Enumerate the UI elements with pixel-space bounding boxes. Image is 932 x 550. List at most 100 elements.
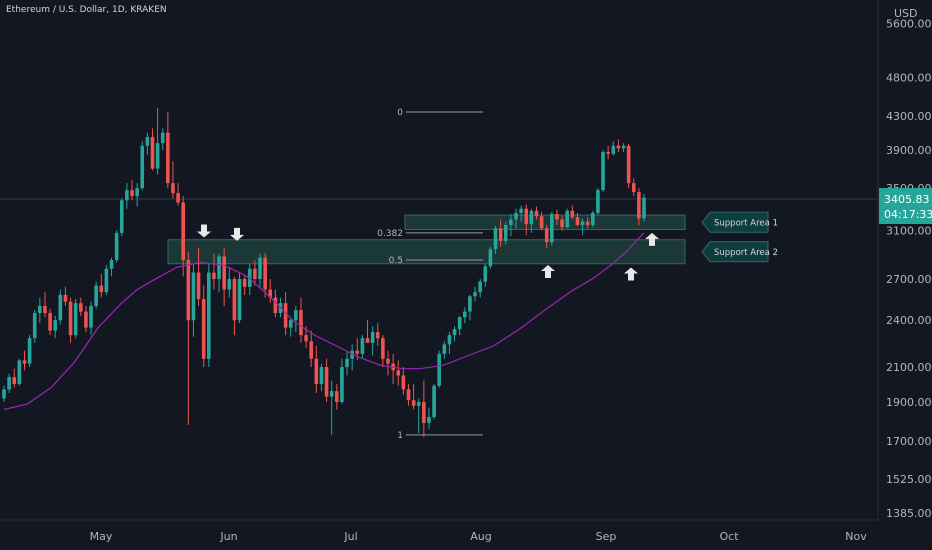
- candle-body: [63, 294, 68, 302]
- candle-body: [360, 338, 365, 354]
- candle-body: [201, 298, 206, 359]
- fibonacci-retracement: 0 0.382 0.5 1: [377, 108, 483, 441]
- moving-average: [3, 232, 645, 411]
- candle-body: [176, 193, 180, 203]
- arrow-down-icon: [197, 224, 211, 238]
- candle-body: [268, 289, 273, 298]
- candle-body: [447, 335, 452, 345]
- annotation-arrows: [197, 224, 659, 281]
- candle-body: [119, 200, 124, 233]
- support-zone-label: Support Area 2: [714, 248, 778, 258]
- candle-body: [463, 311, 467, 318]
- candle-body: [125, 190, 129, 201]
- candle-body: [263, 257, 267, 290]
- price-axis-ticks: 5600.004800.004300.003900.003500.003100.…: [886, 17, 932, 519]
- candle-body: [79, 303, 83, 312]
- candle-body: [503, 224, 508, 241]
- price-tick-label: 5600.00: [886, 17, 932, 30]
- candle-body: [237, 278, 242, 321]
- candle-body: [478, 281, 482, 293]
- price-tick-label: 4800.00: [886, 71, 932, 84]
- candle-body: [544, 228, 549, 243]
- candle-body: [258, 257, 262, 279]
- candle-body: [642, 197, 646, 219]
- candle-body: [253, 268, 257, 279]
- candle-body: [104, 268, 109, 293]
- candle-body: [437, 353, 441, 386]
- candle-body: [422, 402, 426, 423]
- currency-label: USD: [894, 7, 918, 20]
- price-tick-label: 1900.00: [886, 396, 932, 409]
- candle-body: [442, 344, 447, 354]
- price-tick-label: 1525.00: [886, 473, 932, 486]
- candle-body: [616, 145, 621, 149]
- candle-body: [155, 143, 160, 169]
- candle-body: [580, 221, 585, 225]
- candle-body: [570, 210, 575, 218]
- fib-level-label: 0.5: [389, 256, 403, 266]
- candle-body: [299, 310, 303, 336]
- last-price-background: [879, 188, 932, 224]
- candle-body: [53, 320, 57, 331]
- candle-body: [411, 400, 416, 406]
- candle-body: [601, 151, 605, 191]
- candle-body: [89, 305, 93, 328]
- candle-body: [591, 212, 595, 225]
- candle-body: [38, 305, 42, 314]
- candle-body: [335, 391, 339, 403]
- countdown-value: 04:17:33: [884, 208, 932, 221]
- candle-body: [283, 303, 288, 328]
- candle-body: [58, 294, 63, 321]
- candle-body: [427, 417, 431, 423]
- price-tick-label: 1700.00: [886, 435, 932, 448]
- candle-body: [621, 145, 626, 149]
- support-zone-label: Support Area 1: [714, 218, 778, 228]
- candle-body: [406, 389, 411, 401]
- candle-body: [560, 219, 564, 228]
- candle-body: [212, 272, 216, 279]
- moving-average-line: [3, 232, 645, 411]
- candle-body: [140, 145, 145, 189]
- candle-body: [130, 190, 134, 197]
- support-zone: [167, 239, 686, 265]
- time-tick-label: Sep: [596, 530, 617, 543]
- candle-body: [509, 219, 513, 225]
- support-zone-labels: Support Area 1 Support Area 2: [701, 211, 778, 263]
- fib-level-label: 0: [397, 108, 403, 118]
- price-tick-label: 2700.00: [886, 273, 932, 286]
- candle-body: [68, 301, 73, 336]
- candle-body: [145, 136, 150, 146]
- candle-body: [84, 311, 88, 328]
- time-tick-label: Jul: [343, 530, 357, 543]
- candle-body: [114, 232, 119, 261]
- candle-body: [585, 221, 590, 225]
- candle-body: [247, 268, 252, 287]
- support-zone-callout: [701, 241, 769, 263]
- fib-level-label: 1: [397, 431, 403, 441]
- candle-body: [611, 145, 616, 154]
- candle-body: [396, 370, 401, 376]
- price-tick-label: 4300.00: [886, 110, 932, 123]
- symbol-title: Ethereum / U.S. Dollar, 1D, KRAKEN: [6, 5, 167, 15]
- candle-body: [529, 210, 534, 224]
- support-zone-callout: [701, 211, 769, 233]
- candle-body: [288, 320, 293, 328]
- arrow-down-icon: [230, 227, 244, 241]
- candle-body: [575, 217, 580, 225]
- candle-body: [432, 385, 436, 418]
- support-zones: [167, 214, 686, 265]
- candle-body: [345, 358, 349, 367]
- time-tick-label: Nov: [845, 530, 867, 543]
- candle-body: [48, 313, 52, 331]
- candle-body: [273, 297, 278, 314]
- candle-body: [319, 366, 324, 385]
- candle-body: [606, 151, 610, 154]
- candle-body: [468, 296, 472, 312]
- price-tick-label: 3900.00: [886, 144, 932, 157]
- arrow-up-icon: [624, 267, 638, 281]
- candle-body: [150, 136, 155, 169]
- candle-body: [386, 358, 390, 364]
- candle-body: [186, 260, 191, 321]
